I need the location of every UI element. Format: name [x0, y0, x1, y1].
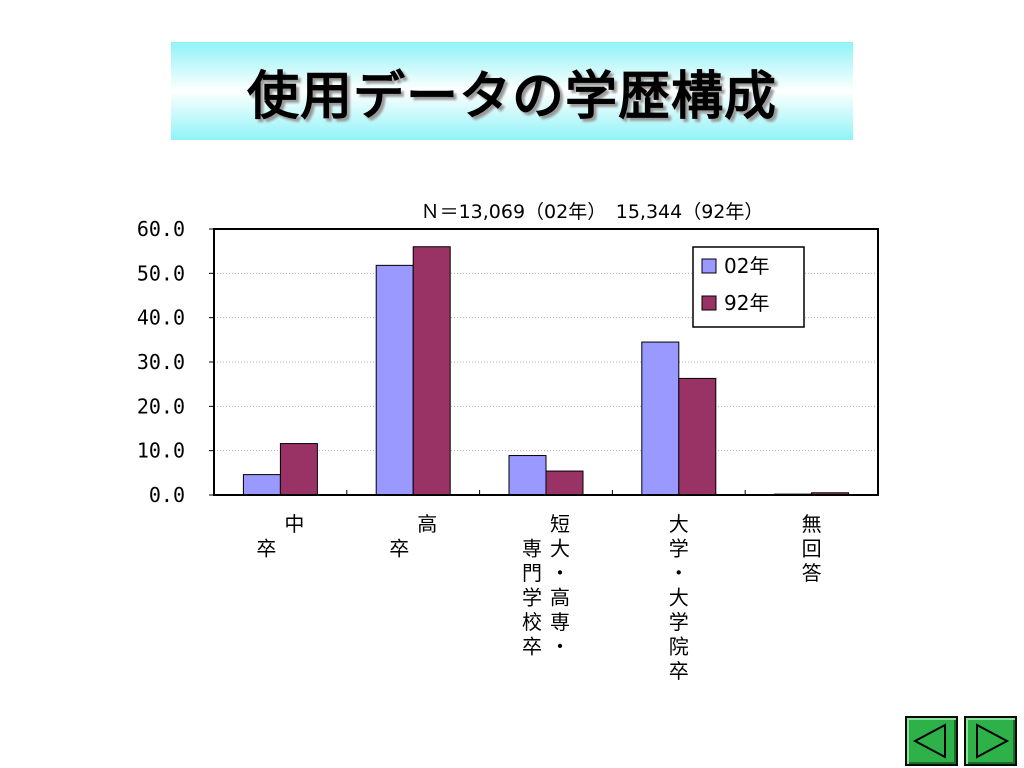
- x-tick-label: 無回答: [802, 512, 822, 585]
- slide-title: 使用データの学歴構成: [246, 66, 777, 127]
- bar: [641, 341, 680, 496]
- bar: [375, 264, 414, 496]
- x-tick-label: 中: [284, 512, 304, 536]
- bar: [545, 470, 584, 496]
- y-tick-label: 60.0: [137, 217, 185, 241]
- bar: [678, 377, 717, 496]
- title-banner: 使用データの学歴構成: [171, 42, 853, 140]
- y-tick-label: 0.0: [149, 483, 185, 507]
- y-tick-label: 30.0: [137, 350, 185, 374]
- x-tick-label: 卒: [389, 537, 409, 561]
- x-tick-label: 高: [417, 512, 437, 536]
- chart-subtitle: Ｎ＝13,069（02年） 15,344（92年）: [421, 201, 764, 223]
- y-tick-label: 50.0: [137, 261, 185, 285]
- bar: [508, 455, 547, 496]
- bar: [279, 443, 318, 496]
- legend-label: 02年: [724, 254, 769, 278]
- triangle-left-icon: [912, 723, 946, 759]
- x-tick-label: 卒: [256, 537, 276, 561]
- bar: [412, 246, 451, 496]
- prev-slide-button[interactable]: [905, 716, 958, 766]
- legend-swatch: [701, 258, 717, 274]
- x-tick-label: 大学・大学院卒: [669, 512, 689, 683]
- triangle-right-icon: [976, 723, 1010, 759]
- x-tick-label: 専門学校卒: [522, 537, 542, 659]
- legend-swatch: [701, 295, 717, 311]
- y-tick-label: 40.0: [137, 306, 185, 330]
- x-tick-label: 短大・高専・: [550, 512, 570, 659]
- y-tick-label: 20.0: [137, 394, 185, 418]
- y-tick-label: 10.0: [137, 439, 185, 463]
- bar: [242, 474, 281, 496]
- next-slide-button[interactable]: [964, 716, 1017, 766]
- legend-label: 92年: [724, 291, 769, 315]
